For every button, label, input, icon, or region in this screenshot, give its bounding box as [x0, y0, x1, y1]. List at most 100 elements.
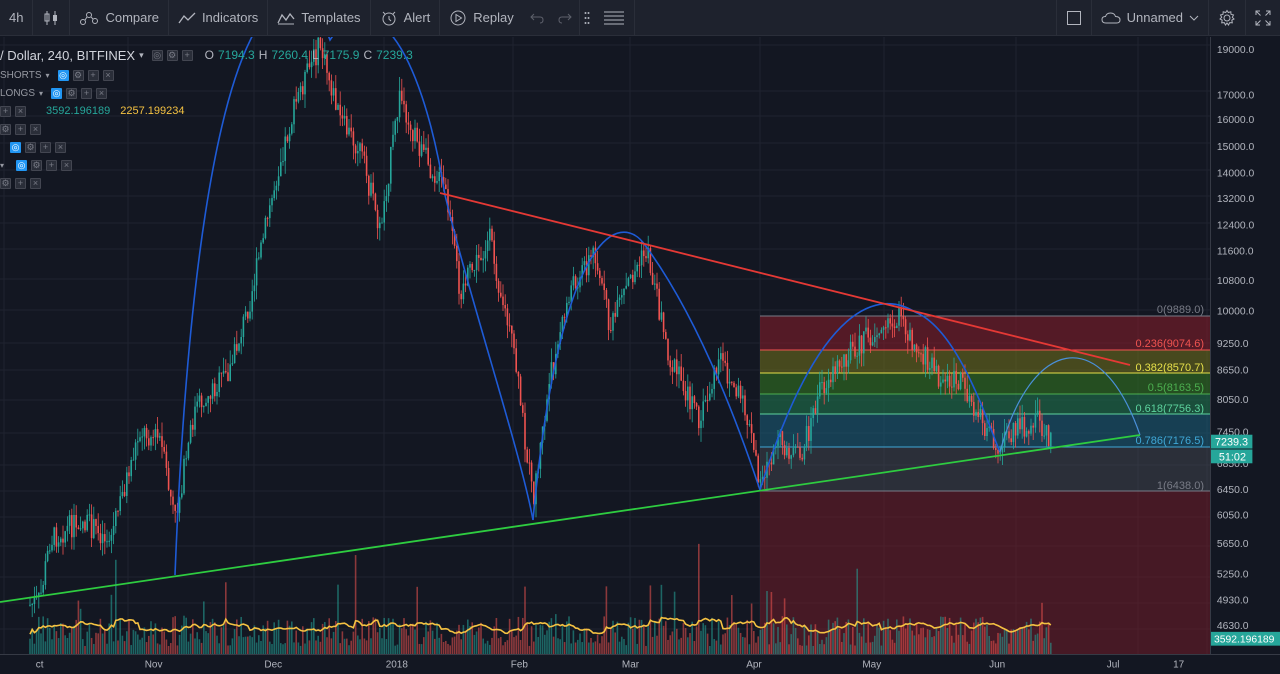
volume-bar — [205, 631, 207, 654]
volume-bar — [1045, 627, 1048, 654]
candle-body — [172, 496, 174, 505]
volume-bar — [357, 635, 359, 654]
price-chart[interactable]: 0(9889.0) 0.236(9074.6) 0.382(8570.7) 0.… — [0, 37, 1210, 654]
ind6-add-icon[interactable]: + — [46, 159, 58, 171]
candle-body — [53, 527, 55, 545]
candle-body — [117, 510, 119, 512]
volume-bar — [1028, 629, 1030, 654]
volume-bar — [590, 638, 592, 654]
fullscreen-layout-button[interactable] — [1055, 0, 1092, 36]
candle-body — [40, 592, 42, 594]
replay-button[interactable]: Replay — [440, 0, 522, 36]
candle-body — [1028, 431, 1030, 434]
volume-bar — [748, 644, 751, 654]
ind6-eye-icon[interactable]: ◎ — [16, 159, 28, 171]
resistance-trendline[interactable] — [439, 192, 1131, 366]
volume-bar — [618, 641, 621, 654]
candle-body — [660, 312, 663, 320]
price-tick-label: 16000.0 — [1217, 115, 1255, 126]
shorts-close-icon[interactable]: × — [102, 69, 114, 81]
arc-2[interactable] — [532, 231, 761, 521]
volume-bar — [970, 630, 973, 654]
support-trendline[interactable] — [0, 434, 1141, 603]
drawings[interactable] — [0, 37, 1141, 603]
symbol-dropdown-icon[interactable]: ▾ — [139, 49, 144, 60]
candle-body — [467, 267, 469, 286]
volume-bar — [436, 622, 438, 654]
candle-body — [634, 271, 636, 283]
volume-bar — [506, 640, 509, 654]
undo-button[interactable] — [523, 0, 551, 36]
ind7-close-icon[interactable]: × — [30, 177, 41, 189]
replay-icon — [450, 10, 466, 25]
shorts-chevron-icon[interactable]: ▾ — [45, 70, 50, 80]
ind4-add-icon[interactable]: + — [15, 123, 26, 135]
layout-name-button[interactable]: Unnamed — [1092, 0, 1209, 36]
longs-eye-icon[interactable]: ◎ — [51, 87, 63, 99]
volume-bar — [610, 627, 612, 654]
drag-handle[interactable] — [580, 0, 594, 36]
more-mini-icon[interactable]: + — [181, 49, 193, 61]
price-axis[interactable]: 19000.0 17000.0 16000.0 15000.0 14000.0 13200… — [1210, 37, 1280, 654]
candle-body — [704, 399, 707, 402]
longs-chevron-icon[interactable]: ▾ — [39, 88, 44, 98]
ind4-settings-icon[interactable]: ⚙ — [0, 123, 11, 135]
longs-settings-icon[interactable]: ⚙ — [66, 87, 78, 99]
ind6-chevron-icon[interactable]: ▾ — [0, 160, 5, 170]
candle-body — [346, 116, 348, 135]
candle-body — [385, 196, 388, 202]
time-axis[interactable]: ct Nov Dec 2018 Feb Mar Apr May Jun Jul 17 — [0, 654, 1280, 674]
longs-label[interactable]: LONGS — [0, 87, 36, 99]
settings-button[interactable] — [1209, 0, 1246, 36]
candle-body — [665, 332, 667, 339]
symbol-name[interactable]: / Dollar, 240, BITFINEX — [0, 47, 136, 63]
candle-body — [995, 448, 997, 451]
settings-mini-icon[interactable]: ⚙ — [166, 49, 178, 61]
candle-body — [724, 360, 726, 363]
fullscreen-button[interactable] — [1246, 0, 1280, 36]
volume-bar — [786, 624, 788, 654]
shorts-label[interactable]: SHORTS — [0, 69, 42, 81]
volume-bar — [588, 642, 590, 654]
fib-retracement[interactable]: 0(9889.0) 0.236(9074.6) 0.382(8570.7) 0.… — [760, 304, 1210, 654]
compare-button[interactable]: Compare — [70, 0, 169, 36]
ind7-add-icon[interactable]: + — [15, 177, 26, 189]
ind4-close-icon[interactable]: × — [30, 123, 41, 135]
volume-close-icon[interactable]: × — [15, 105, 26, 117]
arc-3[interactable] — [759, 302, 1001, 491]
volume-bar — [563, 642, 566, 654]
candle-body — [220, 372, 223, 374]
ind5-close-icon[interactable]: × — [55, 141, 66, 153]
ind5-add-icon[interactable]: + — [40, 141, 51, 153]
arc-4-projection[interactable] — [999, 357, 1141, 453]
ind6-close-icon[interactable]: × — [61, 159, 73, 171]
menu-button[interactable] — [594, 0, 635, 36]
volume-add-icon[interactable]: + — [0, 105, 11, 117]
templates-button[interactable]: Templates — [268, 0, 371, 36]
volume-bar — [86, 631, 88, 654]
redo-button[interactable] — [551, 0, 580, 36]
arc-1[interactable] — [174, 37, 534, 576]
chart-type-button[interactable] — [33, 0, 71, 36]
ind5-settings-icon[interactable]: ⚙ — [25, 141, 36, 153]
candle-body — [277, 176, 280, 186]
alert-button[interactable]: Alert — [371, 0, 441, 36]
volume-bar — [841, 641, 843, 654]
longs-add-icon[interactable]: + — [81, 87, 93, 99]
eye-icon[interactable]: ◎ — [151, 49, 163, 61]
volume-bar — [79, 608, 82, 654]
ind5-eye-icon[interactable]: ◎ — [10, 141, 21, 153]
shorts-eye-icon[interactable]: ◎ — [57, 69, 69, 81]
shorts-settings-icon[interactable]: ⚙ — [72, 69, 84, 81]
interval-button[interactable]: 4h — [0, 0, 34, 36]
volume-bar — [440, 633, 443, 654]
candle-body — [313, 49, 315, 62]
indicators-button[interactable]: Indicators — [169, 0, 269, 36]
templates-icon — [277, 12, 295, 24]
volume-bar — [720, 644, 722, 654]
longs-close-icon[interactable]: × — [96, 87, 108, 99]
ind6-settings-icon[interactable]: ⚙ — [31, 159, 43, 171]
shorts-add-icon[interactable]: + — [87, 69, 99, 81]
indicator-row-6: ▾ ◎ ⚙ + × — [0, 156, 413, 174]
ind7-settings-icon[interactable]: ⚙ — [0, 177, 11, 189]
